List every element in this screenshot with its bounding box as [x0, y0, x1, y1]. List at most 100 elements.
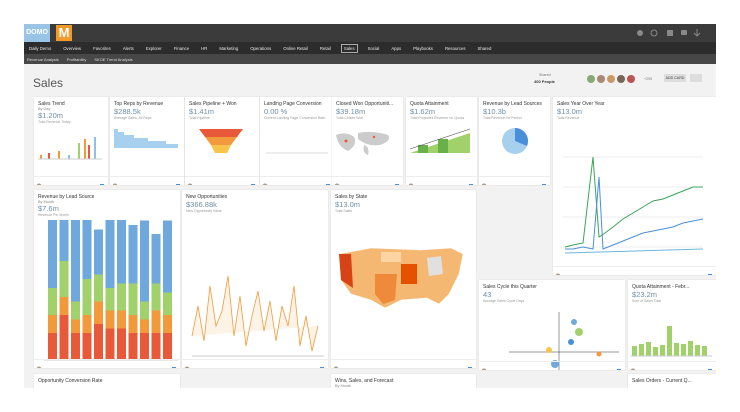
card-subtitle: By Month — [335, 384, 352, 388]
card-title: Sales Year Over Year — [557, 101, 605, 107]
card-footer — [182, 359, 328, 368]
card-footer — [479, 176, 550, 185]
summary-value: $13.0m — [335, 200, 361, 209]
summary-caption: Total Revenue Today — [38, 120, 71, 124]
chart-thumbnail — [38, 137, 102, 160]
card-title: Revenue by Lead Source — [38, 194, 95, 200]
card[interactable]: Sales by State $13.0m Total Sales — [331, 190, 476, 368]
card-title: Sales Pipeline + Won — [189, 101, 237, 107]
card-title: Top Reps by Revenue — [114, 101, 164, 107]
card[interactable]: Sales Pipeline + Won $1.41m Total Pipeline — [185, 97, 259, 185]
top-bar: DOMO M — [24, 24, 716, 42]
card-title: Closed Won Opportuniti... — [336, 101, 394, 107]
card-footer — [185, 176, 259, 185]
card[interactable]: Quota Attainment $1.62m Total Projected Re… — [406, 97, 477, 185]
summary-caption: Total Sales — [335, 209, 353, 213]
nav-item[interactable]: Sales — [340, 43, 358, 53]
card[interactable]: Sales Year Over Year $13.0m Total Revenue — [553, 97, 716, 275]
card-title: Quota Attainment - Febr... — [632, 284, 690, 290]
chart-thumbnail — [199, 129, 243, 153]
nav-bar: Daily Demo Overview Favorites Alerts Explore… — [24, 42, 716, 54]
nav-item[interactable]: Daily Demo — [29, 45, 52, 51]
nav-item[interactable]: Explorer — [145, 45, 162, 51]
card-footer — [479, 361, 625, 370]
card[interactable]: Top Reps by Revenue $288.5k Average Sales,… — [110, 97, 184, 185]
summary-caption: Total Revenue for Period — [483, 116, 522, 120]
shared-label: Shared — [539, 73, 551, 77]
sub-nav-item[interactable]: Revenue Analysis — [27, 56, 59, 62]
summary-value: 0.00 % — [264, 107, 288, 116]
nav-item[interactable]: Apps — [391, 45, 402, 51]
summary-caption: Average Sales, All Reps — [114, 116, 152, 120]
nav-item[interactable]: Retail — [319, 45, 331, 51]
card-title: Sales Trend — [38, 101, 65, 107]
card[interactable]: Revenue by Lead Sources $10.3b Total Reven… — [479, 97, 550, 185]
summary-caption: Current Landing Page Conversion Rate — [264, 116, 326, 120]
card[interactable]: Opportunity Conversion Rate — [34, 374, 180, 388]
summary-caption: Average Sales Cycle Days — [483, 299, 525, 303]
nav-item[interactable]: Alerts — [122, 45, 134, 51]
logo[interactable]: DOMO — [24, 24, 50, 42]
card-footer — [628, 361, 716, 370]
summary-value: $1.62m — [410, 107, 436, 116]
card[interactable]: Landing Page Conversion 0.00 % Current Lan… — [260, 97, 334, 185]
card-title: Sales by State — [335, 194, 368, 200]
card-footer — [34, 176, 108, 185]
card[interactable]: Sales Cycle this Quarter 43 Average Sales … — [479, 280, 625, 370]
summary-caption: Sum of Sales Total — [632, 299, 662, 303]
card-title: Landing Page Conversion — [264, 101, 322, 107]
card-title: Revenue by Lead Sources — [483, 101, 542, 107]
more-people[interactable]: +295 — [644, 77, 653, 81]
sub-nav-item[interactable]: SKOE Trend Analysis — [94, 56, 133, 62]
nav-item[interactable]: Finance — [173, 45, 190, 51]
summary-caption: Total Closed Won — [336, 116, 364, 120]
card-subtitle: By Day — [38, 107, 51, 111]
sub-nav-item[interactable]: Profitability — [66, 56, 87, 62]
card[interactable]: Closed Won Opportuniti... $39.18m Total Cl… — [332, 97, 403, 185]
summary-caption: Total Projected Revenue vs. Quota — [410, 116, 465, 120]
summary-value: $39.18m — [336, 107, 366, 116]
card[interactable]: Sales Orders - Current Q... — [628, 374, 716, 388]
avatars — [587, 75, 635, 83]
nav-item[interactable]: Resources — [444, 45, 466, 51]
chart-thumbnail — [409, 128, 471, 153]
card[interactable]: Wins, Sales, and Forecast By Month — [331, 374, 476, 388]
add-card-button[interactable]: ADD CARD — [664, 74, 686, 82]
brand-icon: M — [56, 25, 72, 41]
summary-value: $13.0m — [557, 107, 583, 116]
settings-button[interactable] — [690, 74, 702, 82]
chart-thumbnail — [336, 131, 389, 155]
card-footer — [553, 266, 716, 275]
card-footer — [406, 176, 477, 185]
chart-thumbnail — [502, 128, 528, 154]
nav-item[interactable]: Social — [367, 45, 380, 51]
nav-item[interactable]: Operations — [250, 45, 272, 51]
people-count[interactable]: 400 People — [534, 79, 555, 84]
dashboard: DOMO M Daily Demo Overview Favorites Alerts… — [24, 24, 716, 388]
toolbar-icons — [637, 29, 701, 37]
card[interactable]: Quota Attainment - Febr... $23.2m Sum of S… — [628, 280, 716, 370]
nav-item[interactable]: Online Retail — [283, 45, 308, 51]
nav-item[interactable]: Marketing — [219, 45, 239, 51]
card[interactable]: Sales Trend By Day $1.20m Total Revenue Tod… — [34, 97, 108, 185]
card-subtitle: By Month — [38, 200, 55, 204]
nav-item[interactable]: Shared — [477, 45, 492, 51]
chart-thumbnail — [44, 220, 178, 361]
summary-caption: Total Revenue — [557, 116, 580, 120]
card-footer — [332, 176, 403, 185]
card[interactable]: New Opportunities $366.88k New Opportunity… — [182, 190, 328, 368]
chart-thumbnail — [266, 152, 328, 154]
sub-nav: Revenue Analysis Profitability SKOE Trend … — [24, 54, 716, 64]
nav-item[interactable]: Overview — [63, 45, 82, 51]
summary-value: $1.41m — [189, 107, 215, 116]
card[interactable]: Revenue by Lead Source By Month $7.6m Reven… — [34, 190, 180, 368]
chart-thumbnail — [191, 275, 324, 357]
card-footer — [331, 359, 476, 368]
summary-value: $7.6m — [38, 204, 59, 213]
chart-thumbnail — [630, 326, 712, 357]
nav-item[interactable]: HR — [201, 45, 208, 51]
summary-value: $23.2m — [632, 290, 658, 299]
nav-item[interactable]: Favorites — [93, 45, 111, 51]
nav-item[interactable]: Playbooks — [413, 45, 433, 51]
chart-thumbnail — [114, 129, 178, 148]
